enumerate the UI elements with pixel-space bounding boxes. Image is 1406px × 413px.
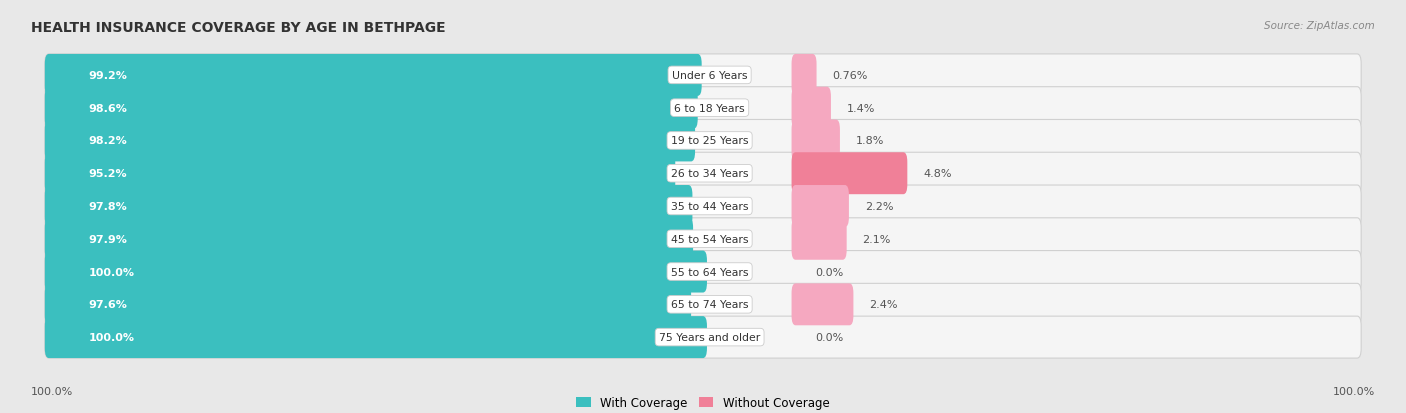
- FancyBboxPatch shape: [45, 153, 675, 195]
- FancyBboxPatch shape: [45, 88, 1361, 129]
- FancyBboxPatch shape: [45, 218, 1361, 260]
- FancyBboxPatch shape: [45, 218, 693, 260]
- Text: 100.0%: 100.0%: [89, 332, 135, 342]
- Text: 45 to 54 Years: 45 to 54 Years: [671, 234, 748, 244]
- Text: 1.4%: 1.4%: [846, 103, 875, 114]
- Legend: With Coverage, Without Coverage: With Coverage, Without Coverage: [572, 392, 834, 413]
- Text: 55 to 64 Years: 55 to 64 Years: [671, 267, 748, 277]
- Text: 75 Years and older: 75 Years and older: [659, 332, 761, 342]
- Text: 4.8%: 4.8%: [924, 169, 952, 179]
- Text: 97.6%: 97.6%: [89, 299, 128, 310]
- FancyBboxPatch shape: [45, 120, 695, 162]
- Text: 19 to 25 Years: 19 to 25 Years: [671, 136, 748, 146]
- FancyBboxPatch shape: [45, 185, 692, 228]
- FancyBboxPatch shape: [792, 218, 846, 260]
- FancyBboxPatch shape: [45, 120, 1361, 162]
- Text: 0.76%: 0.76%: [832, 71, 868, 81]
- FancyBboxPatch shape: [45, 251, 1361, 293]
- FancyBboxPatch shape: [45, 153, 1361, 195]
- FancyBboxPatch shape: [792, 88, 831, 129]
- Text: 98.2%: 98.2%: [89, 136, 127, 146]
- Text: 2.2%: 2.2%: [865, 202, 893, 211]
- Text: 65 to 74 Years: 65 to 74 Years: [671, 299, 748, 310]
- FancyBboxPatch shape: [45, 55, 1361, 97]
- FancyBboxPatch shape: [45, 185, 1361, 228]
- Text: 99.2%: 99.2%: [89, 71, 128, 81]
- Text: 26 to 34 Years: 26 to 34 Years: [671, 169, 748, 179]
- Text: 97.8%: 97.8%: [89, 202, 127, 211]
- Text: 97.9%: 97.9%: [89, 234, 128, 244]
- Text: Under 6 Years: Under 6 Years: [672, 71, 748, 81]
- Text: 95.2%: 95.2%: [89, 169, 127, 179]
- Text: 1.8%: 1.8%: [856, 136, 884, 146]
- FancyBboxPatch shape: [45, 251, 707, 293]
- FancyBboxPatch shape: [792, 55, 817, 97]
- Text: 2.1%: 2.1%: [862, 234, 891, 244]
- FancyBboxPatch shape: [45, 55, 702, 97]
- Text: 0.0%: 0.0%: [815, 332, 844, 342]
- Text: 6 to 18 Years: 6 to 18 Years: [675, 103, 745, 114]
- FancyBboxPatch shape: [792, 153, 907, 195]
- FancyBboxPatch shape: [45, 284, 692, 325]
- Text: 0.0%: 0.0%: [815, 267, 844, 277]
- Text: 2.4%: 2.4%: [869, 299, 898, 310]
- FancyBboxPatch shape: [792, 284, 853, 325]
- FancyBboxPatch shape: [45, 316, 1361, 358]
- Text: 100.0%: 100.0%: [31, 387, 73, 396]
- Text: Source: ZipAtlas.com: Source: ZipAtlas.com: [1264, 21, 1375, 31]
- FancyBboxPatch shape: [45, 88, 697, 129]
- FancyBboxPatch shape: [45, 284, 1361, 325]
- Text: HEALTH INSURANCE COVERAGE BY AGE IN BETHPAGE: HEALTH INSURANCE COVERAGE BY AGE IN BETH…: [31, 21, 446, 35]
- FancyBboxPatch shape: [45, 316, 707, 358]
- Text: 98.6%: 98.6%: [89, 103, 128, 114]
- Text: 100.0%: 100.0%: [1333, 387, 1375, 396]
- FancyBboxPatch shape: [792, 120, 839, 162]
- Text: 100.0%: 100.0%: [89, 267, 135, 277]
- FancyBboxPatch shape: [792, 185, 849, 228]
- Text: 35 to 44 Years: 35 to 44 Years: [671, 202, 748, 211]
